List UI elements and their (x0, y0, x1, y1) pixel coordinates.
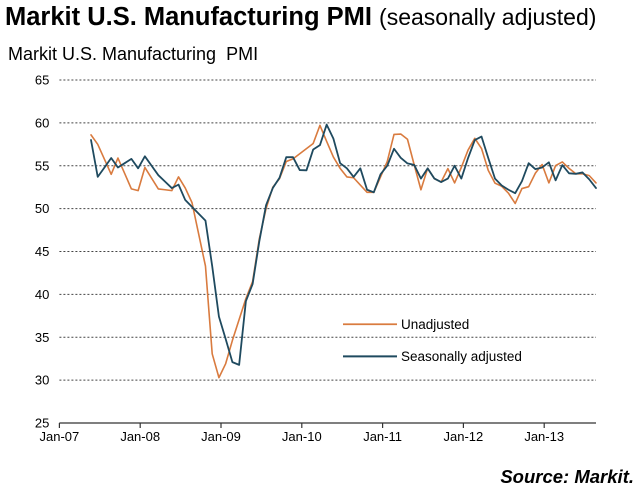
svg-text:35: 35 (35, 330, 49, 345)
svg-text:30: 30 (35, 373, 49, 388)
svg-text:Jan-07: Jan-07 (40, 429, 80, 444)
svg-text:Jan-08: Jan-08 (120, 429, 160, 444)
svg-text:Jan-13: Jan-13 (524, 429, 564, 444)
svg-text:60: 60 (35, 115, 49, 130)
svg-text:Seasonally adjusted: Seasonally adjusted (401, 349, 522, 364)
svg-text:50: 50 (35, 201, 49, 216)
svg-text:Unadjusted: Unadjusted (401, 317, 469, 332)
svg-text:55: 55 (35, 158, 49, 173)
svg-text:45: 45 (35, 244, 49, 259)
svg-text:Jan-09: Jan-09 (201, 429, 241, 444)
svg-text:40: 40 (35, 287, 49, 302)
svg-text:Jan-10: Jan-10 (282, 429, 322, 444)
svg-text:65: 65 (35, 73, 49, 88)
svg-text:Jan-11: Jan-11 (363, 429, 402, 444)
svg-text:Jan-12: Jan-12 (444, 429, 484, 444)
